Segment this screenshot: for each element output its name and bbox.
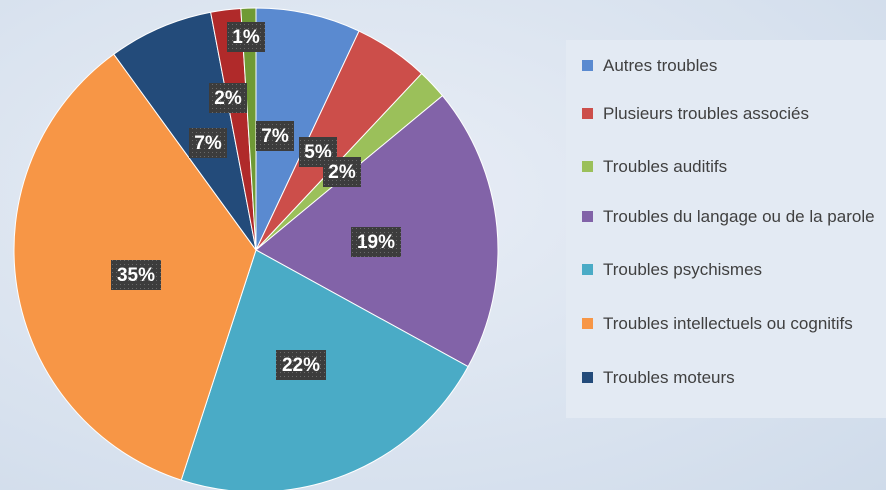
chart: 7%5%2%19%22%35%7%2%1% <box>13 7 499 490</box>
data-label: 22% <box>282 355 320 376</box>
legend-label: Troubles psychismes <box>603 260 763 279</box>
pie-slice <box>113 11 257 251</box>
data-label-box <box>256 121 294 151</box>
data-label-box <box>111 260 161 290</box>
data-label-box <box>323 157 361 187</box>
pie-slice <box>240 7 257 251</box>
data-label-box <box>276 350 326 380</box>
legend: Autres troubles Plusieurs troubles associ… <box>566 40 886 418</box>
legend-swatch <box>582 211 593 222</box>
legend-label: Troubles auditifs <box>603 157 728 176</box>
legend-label: Troubles du langage ou de la parole <box>603 207 875 226</box>
data-label: 2% <box>328 162 356 183</box>
legend-swatch <box>582 108 593 119</box>
data-label-box <box>209 83 247 113</box>
data-label: 7% <box>194 133 222 154</box>
legend-label: Troubles moteurs <box>603 368 735 387</box>
legend-swatch <box>582 318 593 329</box>
legend-label: Troubles intellectuels ou cognitifs <box>603 314 853 333</box>
data-label-box <box>227 22 265 52</box>
legend-swatch <box>582 161 593 172</box>
legend-swatch <box>582 60 593 71</box>
legend-label: Plusieurs troubles associés <box>603 104 809 123</box>
data-label: 2% <box>214 88 242 109</box>
legend-swatch <box>582 372 593 383</box>
pie-slice <box>255 7 360 251</box>
data-label: 1% <box>232 27 260 48</box>
data-label: 19% <box>357 232 395 253</box>
data-label: 35% <box>117 265 155 286</box>
data-label: 7% <box>261 126 289 147</box>
legend-swatch <box>582 264 593 275</box>
data-label-box <box>189 128 227 158</box>
data-label-box <box>351 227 401 257</box>
legend-label: Autres troubles <box>603 56 718 75</box>
